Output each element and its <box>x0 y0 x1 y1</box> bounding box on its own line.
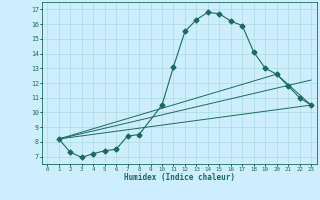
X-axis label: Humidex (Indice chaleur): Humidex (Indice chaleur) <box>124 173 235 182</box>
